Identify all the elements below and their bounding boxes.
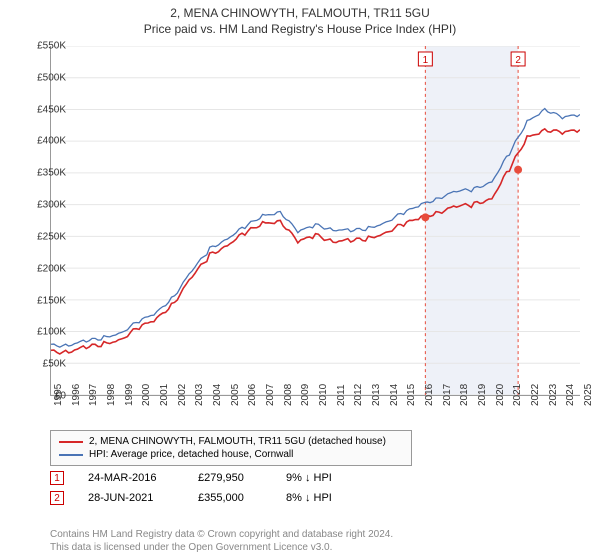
legend-label: 2, MENA CHINOWYTH, FALMOUTH, TR11 5GU (d… bbox=[89, 436, 386, 447]
footer-line: This data is licensed under the Open Gov… bbox=[50, 541, 393, 554]
x-tick-label: 1995 bbox=[53, 384, 64, 406]
x-tick-label: 2016 bbox=[424, 384, 435, 406]
x-tick-label: 1997 bbox=[88, 384, 99, 406]
x-tick-label: 2022 bbox=[530, 384, 541, 406]
sale-row: 2 28-JUN-2021 £355,000 8% ↓ HPI bbox=[50, 488, 366, 508]
chart-subtitle: Price paid vs. HM Land Registry's House … bbox=[0, 20, 600, 36]
x-tick-label: 2012 bbox=[353, 384, 364, 406]
sale-row: 1 24-MAR-2016 £279,950 9% ↓ HPI bbox=[50, 468, 366, 488]
svg-text:2: 2 bbox=[515, 55, 521, 66]
y-tick-label: £350K bbox=[22, 168, 66, 179]
x-tick-label: 2020 bbox=[495, 384, 506, 406]
x-tick-label: 2019 bbox=[477, 384, 488, 406]
x-tick-label: 1996 bbox=[71, 384, 82, 406]
y-tick-label: £450K bbox=[22, 104, 66, 115]
sale-price: £279,950 bbox=[198, 472, 262, 484]
x-tick-label: 2023 bbox=[548, 384, 559, 406]
legend-swatch bbox=[59, 454, 83, 456]
x-tick-label: 2000 bbox=[141, 384, 152, 406]
x-tick-label: 2015 bbox=[406, 384, 417, 406]
line-chart: 12 bbox=[50, 46, 580, 396]
x-tick-label: 2024 bbox=[565, 384, 576, 406]
chart-area: 12 bbox=[50, 46, 580, 396]
x-tick-label: 2005 bbox=[230, 384, 241, 406]
x-tick-label: 2021 bbox=[512, 384, 523, 406]
sale-price: £355,000 bbox=[198, 492, 262, 504]
sale-date: 24-MAR-2016 bbox=[88, 472, 174, 484]
footer-line: Contains HM Land Registry data © Crown c… bbox=[50, 528, 393, 541]
legend-label: HPI: Average price, detached house, Corn… bbox=[89, 449, 293, 460]
legend-swatch bbox=[59, 441, 83, 443]
x-tick-label: 2010 bbox=[318, 384, 329, 406]
y-tick-label: £50K bbox=[22, 359, 66, 370]
x-tick-label: 2017 bbox=[442, 384, 453, 406]
svg-text:1: 1 bbox=[423, 55, 429, 66]
x-tick-label: 2025 bbox=[583, 384, 594, 406]
y-tick-label: £250K bbox=[22, 231, 66, 242]
x-tick-label: 2014 bbox=[389, 384, 400, 406]
x-tick-label: 2008 bbox=[283, 384, 294, 406]
legend-item: HPI: Average price, detached house, Corn… bbox=[59, 448, 403, 461]
sale-date: 28-JUN-2021 bbox=[88, 492, 174, 504]
x-tick-label: 2006 bbox=[247, 384, 258, 406]
chart-title: 2, MENA CHINOWYTH, FALMOUTH, TR11 5GU bbox=[0, 0, 600, 20]
sale-diff: 8% ↓ HPI bbox=[286, 492, 366, 504]
x-tick-label: 2013 bbox=[371, 384, 382, 406]
y-tick-label: £200K bbox=[22, 263, 66, 274]
y-tick-label: £400K bbox=[22, 136, 66, 147]
x-tick-label: 2009 bbox=[300, 384, 311, 406]
x-tick-label: 2002 bbox=[177, 384, 188, 406]
y-tick-label: £150K bbox=[22, 295, 66, 306]
x-tick-label: 2018 bbox=[459, 384, 470, 406]
chart-container: 2, MENA CHINOWYTH, FALMOUTH, TR11 5GU Pr… bbox=[0, 0, 600, 560]
y-tick-label: £100K bbox=[22, 327, 66, 338]
sale-marker-icon: 1 bbox=[50, 471, 64, 485]
y-tick-label: £500K bbox=[22, 72, 66, 83]
sale-marker-icon: 2 bbox=[50, 491, 64, 505]
x-tick-label: 2003 bbox=[194, 384, 205, 406]
x-tick-label: 1999 bbox=[124, 384, 135, 406]
x-tick-label: 2004 bbox=[212, 384, 223, 406]
x-tick-label: 1998 bbox=[106, 384, 117, 406]
legend: 2, MENA CHINOWYTH, FALMOUTH, TR11 5GU (d… bbox=[50, 430, 412, 466]
x-tick-label: 2011 bbox=[336, 384, 347, 406]
y-tick-label: £550K bbox=[22, 41, 66, 52]
legend-item: 2, MENA CHINOWYTH, FALMOUTH, TR11 5GU (d… bbox=[59, 435, 403, 448]
x-tick-label: 2007 bbox=[265, 384, 276, 406]
sale-diff: 9% ↓ HPI bbox=[286, 472, 366, 484]
footer: Contains HM Land Registry data © Crown c… bbox=[50, 528, 393, 554]
y-tick-label: £300K bbox=[22, 200, 66, 211]
sales-table: 1 24-MAR-2016 £279,950 9% ↓ HPI 2 28-JUN… bbox=[50, 468, 366, 508]
x-tick-label: 2001 bbox=[159, 384, 170, 406]
